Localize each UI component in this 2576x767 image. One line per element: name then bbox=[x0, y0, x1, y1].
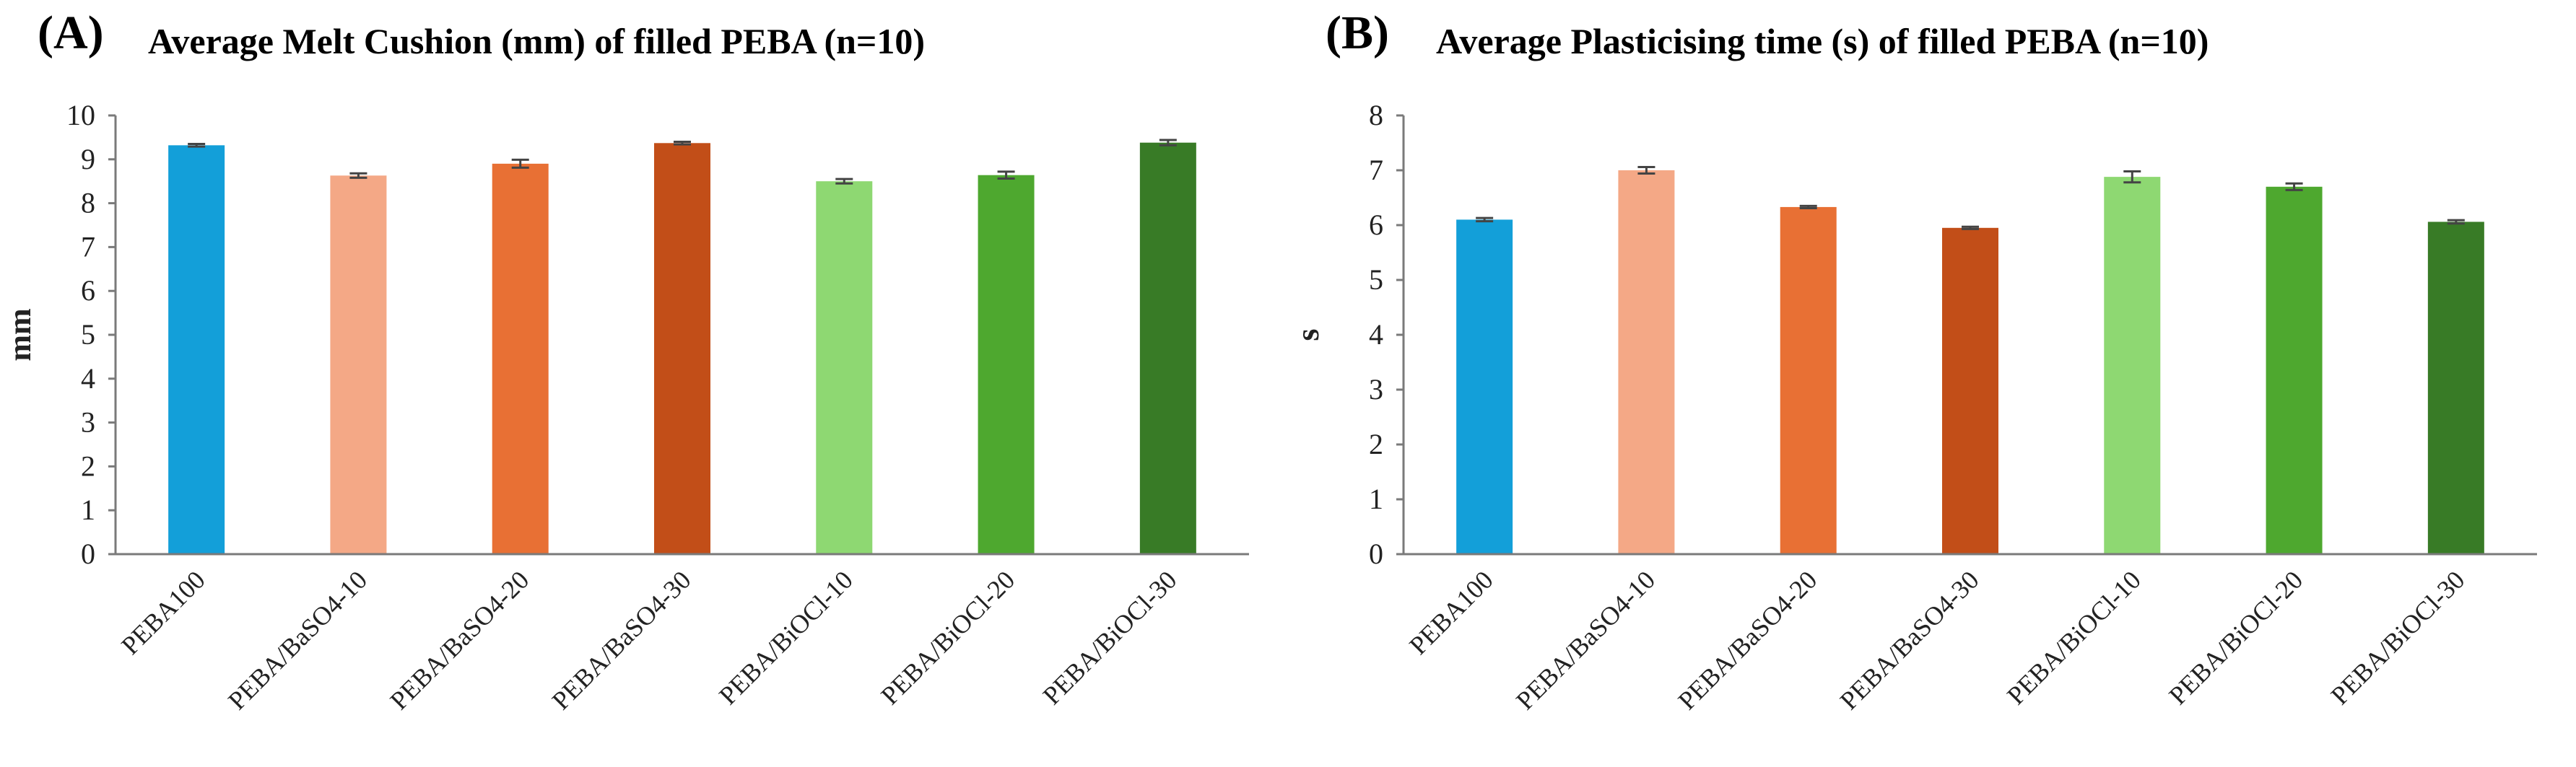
x-category-label: PEBA/BiOCl-30 bbox=[1037, 565, 1183, 710]
x-category-label: PEBA/BaSO4-10 bbox=[222, 565, 373, 715]
y-tick-label: 10 bbox=[66, 99, 95, 131]
y-tick-label: 5 bbox=[1369, 263, 1383, 296]
chart-panel-a: (A) Average Melt Cushion (mm) of filled … bbox=[2, 6, 1249, 715]
y-axis-title: s bbox=[1290, 328, 1326, 341]
y-tick-label: 6 bbox=[1369, 209, 1383, 241]
y-tick-label: 7 bbox=[81, 230, 95, 263]
x-category-label: PEBA/BiOCl-10 bbox=[713, 565, 858, 710]
y-tick-label: 4 bbox=[1369, 318, 1383, 351]
x-category-label: PEBA/BiOCl-20 bbox=[2163, 565, 2308, 710]
x-category-label: PEBA/BaSO4-20 bbox=[384, 565, 534, 715]
y-tick-label: 6 bbox=[81, 274, 95, 307]
y-tick-label: 3 bbox=[1369, 373, 1383, 406]
x-category-label: PEBA/BiOCl-30 bbox=[2325, 565, 2471, 710]
y-axis-title: mm bbox=[2, 308, 38, 361]
bar bbox=[330, 175, 387, 554]
bar bbox=[654, 143, 710, 554]
bar bbox=[2266, 186, 2323, 554]
x-category-label: PEBA/BaSO4-30 bbox=[1835, 565, 1985, 715]
x-category-label: PEBA100 bbox=[1404, 565, 1499, 660]
bar bbox=[978, 175, 1035, 555]
chart-title: Average Plasticising time (s) of filled … bbox=[1436, 21, 2209, 61]
y-tick-label: 0 bbox=[1369, 538, 1383, 570]
bar bbox=[816, 181, 873, 554]
x-category-label: PEBA/BaSO4-10 bbox=[1510, 565, 1661, 715]
panel-label: (B) bbox=[1326, 6, 1389, 59]
bar bbox=[1139, 142, 1196, 555]
panel-label: (A) bbox=[38, 6, 104, 59]
y-tick-label: 4 bbox=[81, 362, 95, 395]
y-tick-label: 1 bbox=[1369, 483, 1383, 515]
bar bbox=[1942, 227, 1998, 554]
x-category-label: PEBA/BaSO4-30 bbox=[547, 565, 697, 715]
y-tick-label: 8 bbox=[81, 187, 95, 219]
x-category-label: PEBA/BiOCl-10 bbox=[2001, 565, 2146, 710]
bar bbox=[2104, 177, 2161, 554]
y-tick-label: 5 bbox=[81, 318, 95, 351]
y-tick-label: 1 bbox=[81, 494, 95, 526]
bar bbox=[1456, 219, 1513, 554]
bar bbox=[168, 145, 225, 554]
x-category-label: PEBA100 bbox=[116, 565, 211, 660]
x-category-label: PEBA/BaSO4-20 bbox=[1672, 565, 1822, 715]
y-tick-label: 2 bbox=[1369, 428, 1383, 460]
chart-panel-b: (B) Average Plasticising time (s) of fil… bbox=[1288, 0, 2576, 767]
bar bbox=[1780, 206, 1837, 554]
bar bbox=[1618, 170, 1675, 554]
y-tick-label: 2 bbox=[81, 450, 95, 482]
x-category-label: PEBA/BiOCl-20 bbox=[875, 565, 1020, 710]
y-tick-label: 8 bbox=[1369, 99, 1383, 131]
y-tick-label: 0 bbox=[81, 538, 95, 570]
bar bbox=[2427, 222, 2484, 554]
y-tick-label: 9 bbox=[81, 143, 95, 175]
y-tick-label: 7 bbox=[1369, 154, 1383, 186]
y-tick-label: 3 bbox=[81, 406, 95, 439]
bar bbox=[492, 163, 549, 554]
chart-title: Average Melt Cushion (mm) of filled PEBA… bbox=[148, 21, 926, 61]
